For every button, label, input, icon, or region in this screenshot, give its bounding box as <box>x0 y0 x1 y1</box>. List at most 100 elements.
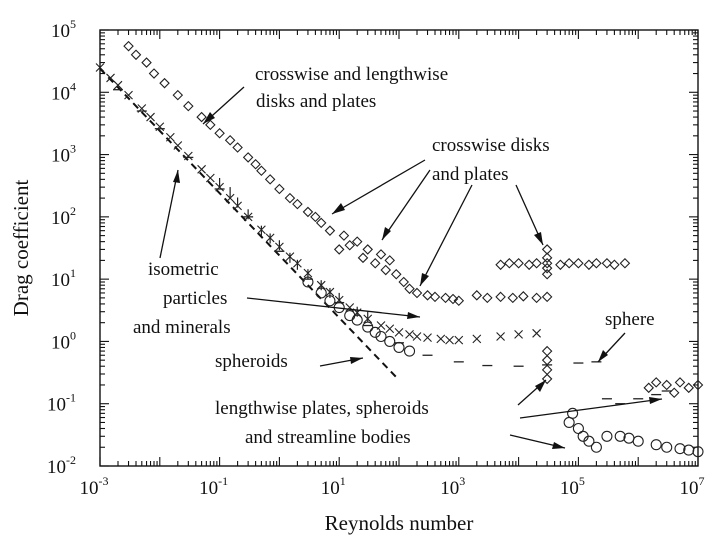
arrowhead-crosswise-disks-4 <box>534 232 543 245</box>
data-point-circle <box>403 345 416 357</box>
data-point-diamond <box>375 249 387 260</box>
data-point-diamond <box>531 292 542 304</box>
data-point-cross <box>436 334 446 344</box>
data-point-diamond <box>440 292 451 304</box>
data-point-diamond <box>541 252 553 264</box>
data-point-diamond <box>224 134 236 146</box>
data-point-diamond <box>274 183 285 195</box>
data-point-diamond <box>619 257 631 269</box>
x-axis-title: Reynolds number <box>325 511 474 535</box>
x-tick-label: 10-1 <box>199 474 228 499</box>
arrowhead-crosswise-disks-1 <box>332 203 345 214</box>
data-point-diamond <box>232 142 243 153</box>
y-tick-label: 102 <box>51 204 76 229</box>
annotation-crosswise-disks-line1: crosswise disks <box>432 135 550 156</box>
data-point-cross <box>95 63 105 72</box>
data-point-circle <box>650 439 662 451</box>
y-tick-labels: 10-2 10-1 100 101 102 103 104 105 <box>47 17 76 478</box>
data-point-cross <box>412 332 422 341</box>
data-point-diamond <box>563 257 575 269</box>
arrowhead-crosswise-disks-3 <box>420 273 429 286</box>
data-point-diamond <box>482 292 493 304</box>
arrowhead-isometric-right <box>407 312 420 319</box>
data-point-circle <box>384 335 396 347</box>
data-point-diamond <box>398 276 410 288</box>
y-tick-label: 105 <box>51 17 76 42</box>
data-point-diamond <box>250 158 261 170</box>
data-points <box>95 40 704 458</box>
data-point-cross <box>113 80 123 90</box>
data-point-circle <box>601 430 613 442</box>
data-point-diamond <box>390 268 402 280</box>
arrow-isometric-up <box>159 169 179 259</box>
data-point-cross <box>155 122 165 132</box>
data-point-diamond <box>643 382 655 394</box>
data-point-diamond <box>292 198 303 210</box>
data-point-circle <box>614 430 626 442</box>
data-point-circle <box>674 443 686 455</box>
arrowhead-lengthwise-3 <box>552 442 565 449</box>
data-point-diamond <box>495 291 506 303</box>
x-tick-label: 10-3 <box>80 474 109 499</box>
data-point-circle <box>692 446 704 458</box>
data-point-diamond <box>523 259 535 271</box>
data-point-diamond <box>214 127 225 139</box>
data-point-cross <box>173 141 183 150</box>
data-point-cross <box>445 335 454 345</box>
data-point-diamond <box>130 49 142 61</box>
data-point-cross <box>472 334 482 344</box>
data-point-diamond <box>315 217 327 229</box>
data-point-diamond <box>583 259 595 271</box>
arrowhead-lengthwise-2 <box>649 397 662 404</box>
y-tick-label: 10-2 <box>47 453 76 478</box>
annotation-isometric-line2: particles <box>163 288 227 309</box>
data-point-circle <box>369 326 381 338</box>
data-point-diamond <box>183 100 194 112</box>
data-point-diamond <box>422 290 433 301</box>
data-point-diamond <box>172 89 184 101</box>
arrow-crosswise-disks-2 <box>381 169 431 241</box>
data-point-circle <box>563 416 575 429</box>
data-point-circle <box>632 435 644 447</box>
y-tick-label: 10-1 <box>47 391 76 416</box>
data-point-diamond <box>310 211 321 223</box>
data-point-cross <box>385 324 395 334</box>
arrowhead-crosswise-lengthwise <box>203 112 215 124</box>
arrowhead-sphere <box>598 350 608 362</box>
data-point-circle <box>623 432 635 444</box>
annotation-crosswise-lengthwise-line1: crosswise and lengthwise <box>255 64 448 85</box>
data-point-diamond <box>205 119 216 131</box>
annotation-spheroids: spheroids <box>215 351 288 372</box>
y-tick-label: 104 <box>51 79 76 104</box>
data-point-cross <box>146 112 155 122</box>
data-point-circle <box>393 341 405 354</box>
data-point-diamond <box>196 111 207 123</box>
data-point-cross <box>394 327 404 337</box>
data-point-diamond <box>541 373 553 385</box>
data-point-cross <box>423 333 432 343</box>
data-point-circle <box>362 321 374 333</box>
data-point-diamond <box>411 287 423 299</box>
annotation-isometric-line3: and minerals <box>133 317 231 338</box>
data-point-cross <box>165 132 175 142</box>
data-point-diamond <box>507 292 519 304</box>
data-point-diamond <box>380 264 392 276</box>
data-point-cross <box>496 332 505 341</box>
data-point-diamond <box>357 252 369 264</box>
arrowhead-spheroids <box>350 357 363 364</box>
annotation-sphere: sphere <box>605 309 655 330</box>
data-point-diamond <box>302 206 314 218</box>
x-tick-labels: 10-3 10-1 101 103 105 107 <box>80 474 705 499</box>
data-point-diamond <box>591 257 602 269</box>
data-point-diamond <box>369 257 381 269</box>
data-point-diamond <box>256 165 267 177</box>
data-point-diamond <box>362 244 374 255</box>
data-point-cross <box>532 328 541 338</box>
data-point-diamond <box>141 57 152 68</box>
data-point-diamond <box>429 291 441 303</box>
data-point-diamond <box>338 230 350 241</box>
y-tick-label: 101 <box>51 266 76 291</box>
data-point-cross <box>514 329 523 339</box>
data-point-diamond <box>264 174 276 185</box>
data-point-circle <box>375 330 387 343</box>
